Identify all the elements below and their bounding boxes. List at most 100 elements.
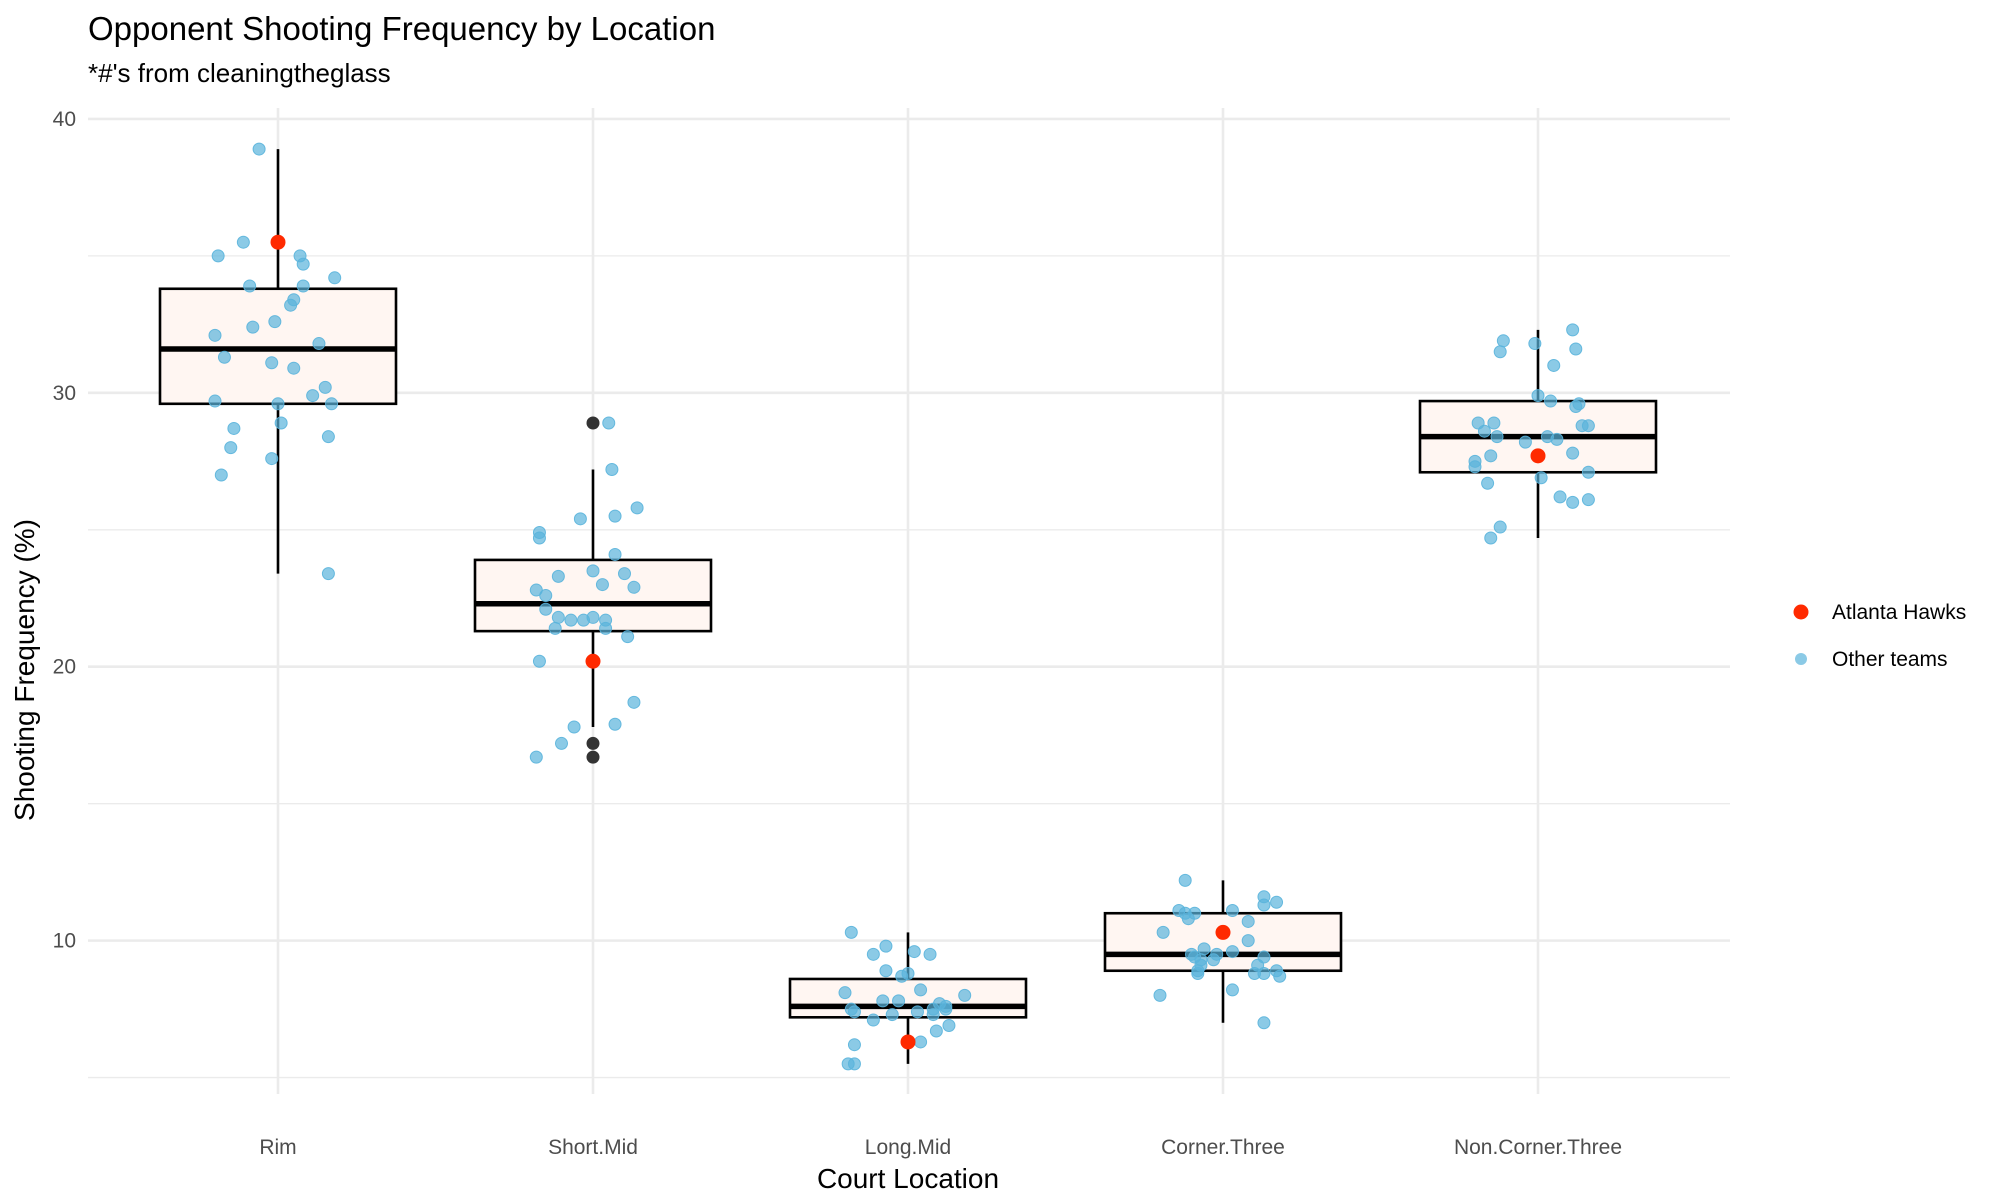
- other-team-point: [892, 994, 906, 1008]
- hawks-point: [270, 234, 286, 250]
- other-team-point: [296, 279, 310, 293]
- other-team-point: [1493, 520, 1507, 534]
- box: [788, 977, 1028, 1019]
- other-team-point: [318, 380, 332, 394]
- other-team-point: [1241, 914, 1255, 928]
- other-team-point: [1257, 898, 1271, 912]
- other-team-point: [321, 567, 335, 581]
- other-team-point: [1241, 934, 1255, 948]
- legend-key: [1793, 604, 1809, 620]
- other-team-point: [1477, 424, 1491, 438]
- other-team-point: [573, 512, 587, 526]
- other-team-point: [236, 235, 250, 249]
- other-team-point: [529, 750, 543, 764]
- y-tick-label: 20: [53, 656, 76, 679]
- other-team-point: [1257, 966, 1271, 980]
- other-team-point: [605, 463, 619, 477]
- other-team-point: [618, 567, 631, 581]
- other-team-point: [876, 994, 890, 1008]
- other-team-point: [627, 580, 641, 594]
- other-team-point: [1153, 988, 1167, 1002]
- other-team-point: [567, 720, 581, 734]
- other-team-point: [306, 389, 320, 403]
- x-tick-label: Non.Corner.Three: [1454, 1136, 1622, 1159]
- other-team-point: [243, 279, 257, 293]
- other-team-point: [539, 589, 553, 603]
- other-team-point: [910, 1005, 924, 1019]
- x-tick-label: Corner.Three: [1161, 1136, 1285, 1159]
- other-team-point: [1181, 912, 1195, 926]
- other-team-point: [1569, 342, 1583, 356]
- other-team-point: [246, 320, 260, 334]
- other-team-point: [274, 416, 288, 430]
- other-team-point: [907, 945, 921, 959]
- other-team-point: [1487, 416, 1501, 430]
- chart-subtitle: *#'s from cleaningtheglass: [88, 58, 391, 88]
- other-team-point: [847, 1005, 861, 1019]
- other-team-point: [879, 939, 893, 953]
- other-team-point: [923, 947, 937, 961]
- other-team-point: [1273, 969, 1287, 983]
- other-team-point: [224, 441, 238, 455]
- chart-title: Opponent Shooting Frequency by Location: [88, 10, 715, 47]
- other-team-point: [252, 142, 266, 156]
- other-team-point: [1566, 495, 1580, 509]
- y-tick-label: 30: [53, 382, 76, 405]
- other-team-point: [1484, 531, 1498, 545]
- other-team-point: [608, 547, 622, 561]
- other-team-point: [586, 564, 600, 578]
- other-team-point: [321, 430, 335, 444]
- other-team-point: [1581, 419, 1595, 433]
- other-team-point: [914, 1035, 928, 1049]
- other-team-point: [271, 397, 285, 411]
- other-team-point: [539, 602, 553, 616]
- outlier-point: [586, 416, 600, 430]
- other-team-point: [1225, 945, 1239, 959]
- other-team-point: [627, 695, 641, 709]
- other-team-point: [866, 1013, 880, 1027]
- other-team-point: [926, 1008, 940, 1022]
- other-team-point: [325, 397, 339, 411]
- x-tick-label: Long.Mid: [865, 1136, 951, 1159]
- other-team-point: [885, 1008, 899, 1022]
- other-team-point: [841, 1057, 855, 1071]
- other-team-point: [1569, 400, 1583, 414]
- other-team-point: [548, 621, 562, 635]
- other-team-point: [1553, 490, 1567, 504]
- legend: Atlanta Hawks Other teams: [1793, 601, 1966, 671]
- other-team-point: [211, 249, 225, 263]
- other-team-point: [929, 1024, 943, 1038]
- x-axis-ticks: Rim Short.Mid Long.Mid Corner.Three Non.Corn…: [259, 1136, 1622, 1159]
- other-team-point: [608, 509, 622, 523]
- hawks-point: [1530, 448, 1546, 464]
- legend-key: [1795, 653, 1807, 665]
- other-team-point: [551, 610, 565, 624]
- other-team-point: [1547, 358, 1561, 372]
- other-team-point: [879, 964, 893, 978]
- other-team-point: [268, 315, 282, 329]
- other-team-point: [265, 452, 279, 466]
- other-team-point: [958, 988, 972, 1002]
- x-axis-label: Court Location: [817, 1163, 999, 1194]
- other-team-point: [630, 501, 644, 515]
- other-team-point: [532, 531, 546, 545]
- other-team-point: [1484, 449, 1498, 463]
- other-team-point: [838, 986, 852, 1000]
- other-team-point: [1534, 471, 1548, 485]
- other-team-point: [1225, 983, 1239, 997]
- other-team-point: [1493, 345, 1507, 359]
- other-team-point: [1581, 493, 1595, 507]
- legend-label: Atlanta Hawks: [1832, 601, 1966, 624]
- other-team-point: [1197, 942, 1211, 956]
- other-team-point: [844, 925, 858, 939]
- other-team-point: [595, 578, 609, 592]
- other-team-point: [1528, 337, 1542, 351]
- y-axis-ticks: 10 20 30 40: [53, 108, 76, 953]
- box: [1103, 911, 1343, 973]
- other-team-point: [265, 356, 279, 370]
- other-team-point: [555, 736, 568, 750]
- other-team-point: [866, 947, 880, 961]
- outlier-point: [586, 736, 600, 750]
- other-team-point: [564, 613, 578, 627]
